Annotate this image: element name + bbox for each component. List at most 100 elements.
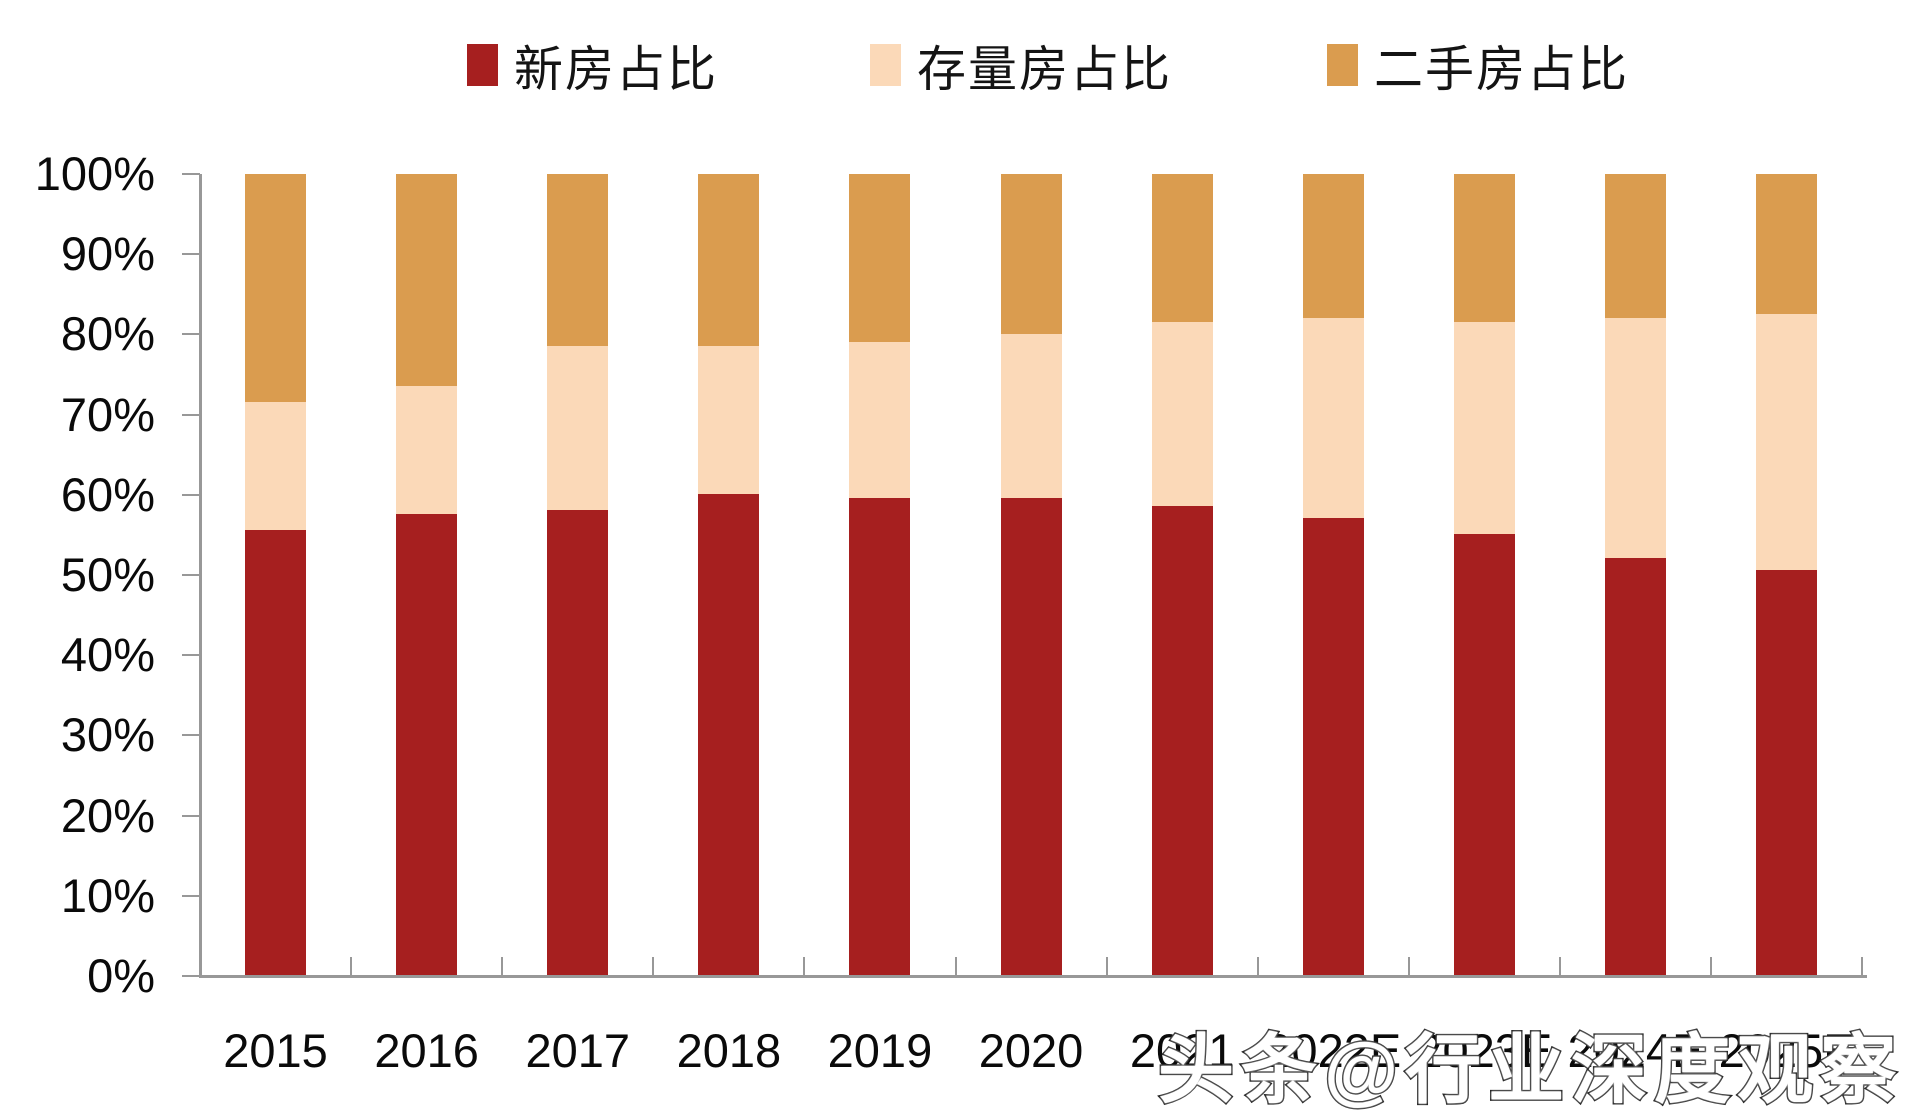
x-axis-tick [501,957,504,976]
legend-item: 二手房占比 [1327,28,1629,102]
bar-segment [1756,174,1818,315]
y-axis-tick [182,814,200,817]
y-axis-tick-label: 10% [60,868,155,922]
stacked-bar [849,174,911,975]
bar-segment [849,342,911,499]
bar-segment [396,386,458,515]
x-axis-tick [350,957,353,976]
x-axis-tick [1256,957,1259,976]
y-axis-tick [182,894,200,897]
x-axis-tick-label: 2025E [1718,1024,1855,1077]
x-axis-tick [803,957,806,976]
x-axis-tick-label: 2021 [1129,1024,1235,1077]
bar-segment [1000,498,1062,975]
x-axis-tick [1105,957,1108,976]
legend-swatch-icon [1327,44,1358,86]
x-axis-tick-label: 2023E [1416,1024,1553,1077]
bar-segment [1000,334,1062,499]
x-axis-tick-label: 2016 [374,1024,479,1077]
chart-legend: 新房占比 存量房占比 二手房占比 [0,28,1912,102]
x-axis-tick-label: 2018 [676,1024,782,1077]
bar-segment [1453,173,1515,323]
bar-segment [849,174,911,343]
stacked-bar [547,174,609,975]
bar-segment [245,174,307,403]
y-axis-line [199,174,202,978]
y-axis-tick [182,734,200,737]
bar-segment [1604,558,1666,975]
bar-segment [396,174,458,387]
bar-segment [698,173,760,347]
y-axis-tick-label: 20% [60,788,155,842]
stacked-bar [1453,173,1515,975]
bar-segment [849,498,911,975]
x-axis-tick [1558,957,1561,976]
bar-segment [1604,318,1666,559]
legend-label: 二手房占比 [1374,41,1630,97]
y-axis-tick-label: 70% [60,387,155,441]
y-axis-tick [182,173,200,175]
stacked-bar [1000,174,1062,975]
y-axis-tick-label: 100% [34,147,155,200]
legend-item: 存量房占比 [870,28,1172,102]
bar-segment [698,494,760,975]
y-axis-tick [182,253,200,256]
y-axis-tick [182,413,200,416]
legend-swatch-icon [870,44,901,86]
y-axis-tick-label: 40% [60,628,155,682]
bar-segment [1756,314,1818,571]
y-axis-tick-label: 90% [60,227,155,281]
legend-label: 新房占比 [514,41,719,97]
x-axis-tick-label: 2020 [978,1024,1084,1077]
bar-segment [1756,570,1818,975]
y-axis-tick-label: 60% [60,467,155,521]
legend-swatch-icon [467,44,498,86]
bar-segment [547,174,609,347]
y-axis-tick [182,654,200,657]
bar-segment [1453,534,1515,975]
y-axis-tick [182,333,200,336]
stacked-bar [1302,174,1364,975]
bar-segment [1302,174,1364,319]
bar-segment [1151,506,1213,975]
x-axis-tick-label: 2017 [525,1024,631,1077]
x-axis-tick-label: 2024E [1567,1024,1704,1077]
y-axis-tick [182,493,200,496]
bar-segment [698,346,760,495]
bar-segment [1604,174,1666,319]
bar-segment [1453,322,1515,535]
x-axis-line [199,975,1867,978]
bar-segment [245,402,307,531]
y-axis-tick [182,574,200,576]
x-axis-tick [1861,957,1864,976]
stacked-bar [1151,173,1213,975]
bar-segment [1302,518,1364,975]
y-axis-tick [182,975,200,977]
x-axis-tick-label: 2015 [223,1024,328,1077]
x-axis-tick [1407,957,1410,976]
bar-segment [1000,174,1062,335]
x-axis-tick [652,957,655,976]
bar-segment [1151,173,1213,323]
stacked-bar [1756,174,1818,975]
x-axis-tick [954,957,957,976]
x-axis-tick [1710,957,1712,976]
y-axis-tick-label: 50% [60,548,155,601]
y-axis-tick-label: 0% [87,949,155,1002]
legend-label: 存量房占比 [917,41,1173,97]
y-axis-tick-label: 30% [60,708,155,762]
stacked-bar [1604,174,1666,975]
stacked-bar [396,174,458,975]
stacked-bar [245,174,307,975]
bar-segment [1151,322,1213,507]
bar-segment [1302,318,1364,519]
x-axis-tick-label: 2019 [827,1024,933,1077]
stacked-bar [698,173,760,975]
bar-segment [547,510,609,975]
bar-segment [245,530,307,975]
legend-item: 新房占比 [467,28,718,102]
watermark-text: 头条@行业深度观察 [1156,1027,1904,1110]
x-axis-tick-label: 2022E [1265,1024,1402,1077]
y-axis-tick-label: 80% [60,307,155,361]
